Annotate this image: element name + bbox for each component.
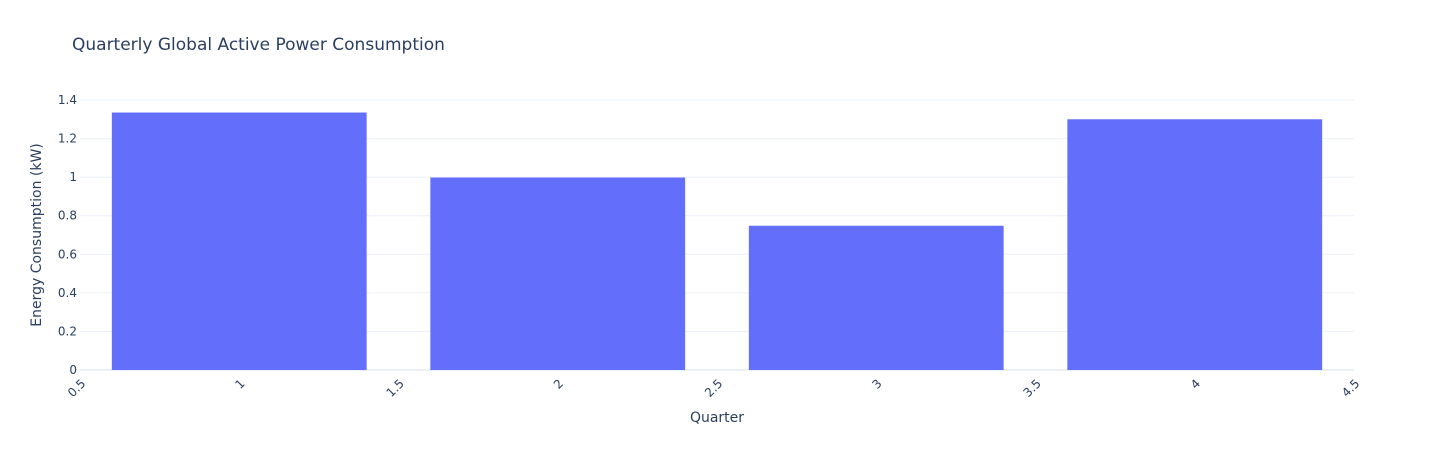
x-tick-label: 2.5 — [702, 376, 725, 399]
y-tick-label: 0.8 — [58, 209, 77, 223]
x-tick-label: 1.5 — [383, 376, 406, 399]
y-axis-title: Energy Consumption (kW) — [29, 143, 45, 327]
x-axis-title: Quarter — [690, 410, 744, 426]
bar-layer — [111, 112, 1323, 371]
y-tick-labels: 0 0.2 0.4 0.6 0.8 1 1.2 1.4 — [58, 93, 77, 377]
x-tick-label: 1 — [232, 376, 247, 391]
bar-quarter-1 — [111, 112, 367, 371]
y-tick-label: 1 — [69, 170, 77, 184]
bar-quarter-2 — [430, 177, 686, 370]
x-tick-label: 2 — [551, 376, 566, 391]
y-tick-label: 1.4 — [58, 93, 77, 107]
y-tick-label: 0.2 — [58, 324, 77, 338]
y-tick-label: 0 — [69, 363, 77, 377]
chart-title: Quarterly Global Active Power Consumptio… — [72, 35, 445, 55]
y-tick-label: 1.2 — [58, 132, 77, 146]
bar-quarter-4 — [1067, 119, 1323, 371]
x-tick-label: 4 — [1188, 376, 1203, 391]
x-tick-labels: 0.5 1 1.5 2 2.5 3 3.5 4 4.5 — [65, 376, 1362, 399]
x-tick-label: 3.5 — [1020, 376, 1043, 399]
y-tick-label: 0.4 — [58, 286, 77, 300]
bar-quarter-3 — [748, 225, 1004, 370]
x-tick-label: 4.5 — [1339, 376, 1362, 399]
x-tick-label: 0.5 — [65, 376, 88, 399]
y-tick-label: 0.6 — [58, 247, 77, 261]
x-tick-label: 3 — [869, 376, 884, 391]
